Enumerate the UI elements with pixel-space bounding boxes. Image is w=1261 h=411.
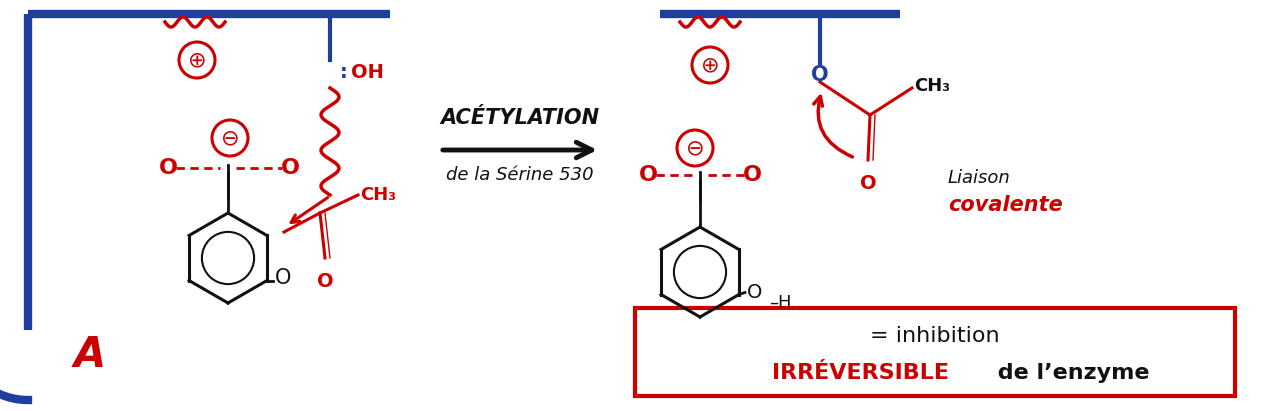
Text: ⊖: ⊖ xyxy=(221,128,240,148)
Text: ACÉTYLATION: ACÉTYLATION xyxy=(440,108,599,128)
Text: IRRÉVERSIBLE: IRRÉVERSIBLE xyxy=(772,363,948,383)
Text: O: O xyxy=(159,158,178,178)
Text: de l’enzyme: de l’enzyme xyxy=(990,363,1150,383)
Text: ⊕: ⊕ xyxy=(701,55,719,75)
Text: OH: OH xyxy=(351,62,383,81)
Text: ⊖: ⊖ xyxy=(686,138,705,158)
Text: CH₃: CH₃ xyxy=(359,186,396,204)
Text: O: O xyxy=(275,268,291,288)
FancyBboxPatch shape xyxy=(636,308,1235,396)
Text: O: O xyxy=(811,65,828,85)
Text: covalente: covalente xyxy=(948,195,1063,215)
Text: O: O xyxy=(747,283,763,302)
FancyArrowPatch shape xyxy=(813,97,852,157)
Text: de la Sérine 530: de la Sérine 530 xyxy=(446,166,594,184)
Text: –H: –H xyxy=(769,293,792,312)
Text: :: : xyxy=(340,62,348,81)
Text: ⊕: ⊕ xyxy=(188,50,207,70)
FancyArrowPatch shape xyxy=(291,198,328,222)
Text: O: O xyxy=(280,158,300,178)
Text: = inhibition: = inhibition xyxy=(870,326,1000,346)
Text: O: O xyxy=(638,165,657,185)
Text: A: A xyxy=(74,334,106,376)
Text: Liaison: Liaison xyxy=(948,169,1011,187)
Text: CH₃: CH₃ xyxy=(914,77,950,95)
Text: O: O xyxy=(860,174,876,193)
Text: O: O xyxy=(743,165,762,185)
Text: O: O xyxy=(317,272,333,291)
